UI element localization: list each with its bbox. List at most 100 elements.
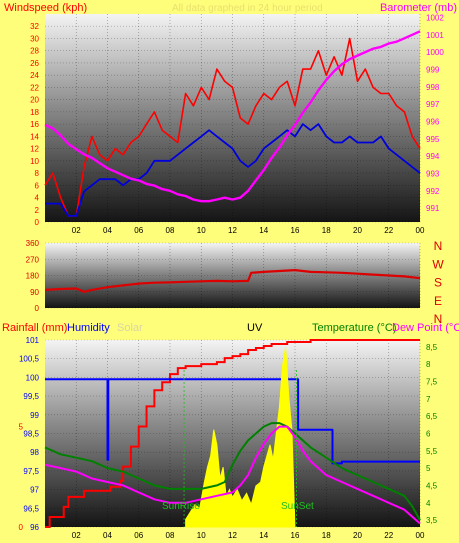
x-tick-label: 04 xyxy=(103,226,112,235)
right-tick-label: 995 xyxy=(426,135,440,144)
x-tick-label: 10 xyxy=(197,226,206,235)
series-humidity-line xyxy=(45,378,420,465)
right-tick-label: 996 xyxy=(426,117,440,126)
time-ticks-top: 02 04 06 08 10 12 14 16 18 20 22 00 xyxy=(72,226,425,235)
left-tick-label: 26 xyxy=(30,59,39,68)
time-ticks-bottom: 02 04 06 08 10 12 14 16 18 20 22 00 xyxy=(72,531,425,540)
series-baro-line xyxy=(44,30,421,203)
compass-tick-label: N xyxy=(434,239,443,253)
left-tick-label: 28 xyxy=(30,47,39,56)
left-tick-label: 97,5 xyxy=(23,467,39,476)
plot-direction-background xyxy=(45,243,420,308)
x-tick-label: 22 xyxy=(384,226,393,235)
x-tick-label: 00 xyxy=(416,226,425,235)
right-tick-label: 6,5 xyxy=(426,412,438,421)
x-tick-label: 08 xyxy=(166,226,175,235)
left-tick-label: 10 xyxy=(30,157,39,166)
left-tick-label: 101 xyxy=(26,336,40,345)
x-tick-label: 08 xyxy=(166,531,175,540)
right-tick-label: 998 xyxy=(426,83,440,92)
right-tick-label: 997 xyxy=(426,100,440,109)
series-dew-line xyxy=(44,425,421,525)
left-tick-label: 360 xyxy=(26,239,40,248)
x-tick-label: 12 xyxy=(228,226,237,235)
x-tick-label: 18 xyxy=(322,531,331,540)
series-rain-line xyxy=(45,339,420,528)
barometer-axis-title: Barometer (mb) xyxy=(380,2,457,14)
right-tick-label: 5 xyxy=(426,464,431,473)
solar-axis-title: Solar xyxy=(117,322,143,334)
left-tick-label: 18 xyxy=(30,108,39,117)
series-dir-line xyxy=(44,269,421,293)
right-tick-label: 8 xyxy=(426,360,431,369)
x-tick-label: 14 xyxy=(259,531,268,540)
x-tick-label: 12 xyxy=(228,531,237,540)
left-tick-label: 4 xyxy=(35,194,40,203)
x-tick-label: 20 xyxy=(353,531,362,540)
rainfall-axis-title: Rainfall (mm) xyxy=(2,322,67,334)
x-tick-label: 14 xyxy=(259,226,268,235)
right-tick-label: 4 xyxy=(426,499,431,508)
left-tick-label: 16 xyxy=(30,120,39,129)
right-tick-label: 991 xyxy=(426,204,440,213)
series-gust-line xyxy=(44,37,421,217)
plot-direction-series xyxy=(44,269,421,293)
right-tick-label: 999 xyxy=(426,65,440,74)
left-tick-label: 270 xyxy=(26,255,40,264)
rain-tick-label: 0 xyxy=(19,523,24,532)
x-tick-label: 18 xyxy=(322,226,331,235)
right-tick-label: 4,5 xyxy=(426,481,438,490)
uv-axis-title: UV xyxy=(247,322,263,334)
left-tick-label: 20 xyxy=(30,96,39,105)
plot-rain-temp-series xyxy=(44,339,421,528)
x-tick-label: 02 xyxy=(72,531,81,540)
left-tick-label: 90 xyxy=(30,288,39,297)
temperature-ticks: 3,5 4 4,5 5 5,5 6 6,5 7 7,5 8 8,5 xyxy=(426,343,438,525)
left-tick-label: 0 xyxy=(35,304,40,313)
left-tick-label: 12 xyxy=(30,145,39,154)
right-tick-label: 994 xyxy=(426,152,440,161)
compass-tick-label: S xyxy=(434,276,442,290)
x-tick-label: 04 xyxy=(103,531,112,540)
right-tick-label: 3,5 xyxy=(426,516,438,525)
left-tick-label: 24 xyxy=(30,71,39,80)
sunrise-label: SunRise xyxy=(162,501,200,512)
right-tick-label: 5,5 xyxy=(426,447,438,456)
left-tick-label: 0 xyxy=(35,218,40,227)
left-tick-label: 2 xyxy=(35,206,40,215)
compass-tick-label: E xyxy=(434,294,442,308)
series-solar-area xyxy=(185,347,296,528)
right-tick-label: 1000 xyxy=(426,48,444,57)
x-tick-label: 06 xyxy=(134,226,143,235)
humidity-axis-title: Humidity xyxy=(67,322,110,334)
right-tick-label: 1002 xyxy=(426,13,444,22)
series-avg-line xyxy=(45,123,421,217)
left-tick-label: 96 xyxy=(30,523,39,532)
left-tick-label: 96,5 xyxy=(23,504,39,513)
left-tick-label: 100,5 xyxy=(19,355,40,364)
plot-wind-background xyxy=(45,14,420,222)
x-tick-label: 16 xyxy=(291,531,300,540)
left-tick-label: 99,5 xyxy=(23,392,39,401)
x-tick-label: 10 xyxy=(197,531,206,540)
compass-tick-label: N xyxy=(434,312,443,326)
left-tick-label: 8 xyxy=(35,169,40,178)
left-tick-label: 180 xyxy=(26,272,40,281)
right-tick-label: 7,5 xyxy=(426,378,438,387)
x-tick-label: 00 xyxy=(416,531,425,540)
x-tick-label: 20 xyxy=(353,226,362,235)
right-tick-label: 992 xyxy=(426,187,440,196)
rain-tick-label: 5 xyxy=(19,422,24,431)
x-tick-label: 06 xyxy=(134,531,143,540)
humidity-ticks: 96 96,5 97 97,5 98 98,5 99 99,5 100 100,5 101 xyxy=(19,336,40,532)
left-tick-label: 6 xyxy=(35,181,40,190)
right-tick-label: 7 xyxy=(426,395,431,404)
right-tick-label: 993 xyxy=(426,169,440,178)
sunset-label: SunSet xyxy=(281,501,314,512)
windspeed-axis-title: Windspeed (kph) xyxy=(4,2,87,14)
left-tick-label: 100 xyxy=(26,373,40,382)
temperature-axis-title: Temperature (°C) xyxy=(312,322,396,334)
